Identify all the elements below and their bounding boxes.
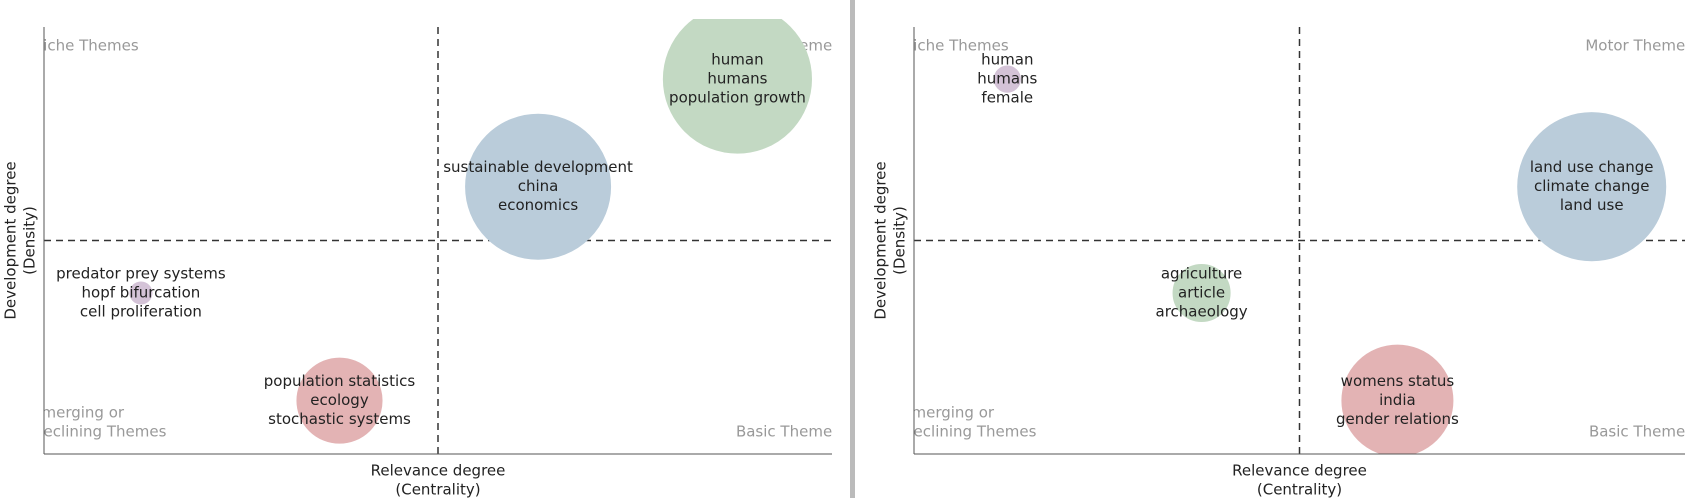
quadrant-label: Motor Themes	[1585, 37, 1693, 55]
bubble-label: female	[981, 89, 1033, 107]
bubble-label: humans	[707, 70, 767, 88]
quadrant-label: Emerging or	[902, 404, 995, 422]
quadrant-label: Niche Themes	[902, 37, 1009, 55]
bubble-label: economics	[498, 196, 578, 214]
quadrant-label: Niche Themes	[32, 37, 139, 55]
bubble-label: stochastic systems	[268, 410, 411, 428]
bubble-label: gender relations	[1336, 410, 1459, 428]
bubble-label: population growth	[669, 89, 806, 107]
bubble-label: article	[1178, 284, 1225, 302]
bubble-label: womens status	[1341, 372, 1455, 390]
x-axis-label: (Centrality)	[395, 481, 480, 498]
bubble	[1341, 344, 1454, 454]
bubble	[465, 113, 612, 260]
quadrant-label: Emerging or	[32, 404, 125, 422]
bubble-label: archaeology	[1156, 303, 1248, 321]
x-axis-label: (Centrality)	[1257, 481, 1342, 498]
bubble-label: human	[981, 51, 1033, 69]
bubble-label: sustainable development	[443, 158, 633, 176]
bubble-label: hopf bifurcation	[82, 284, 201, 302]
bubble-label: china	[518, 177, 559, 195]
bubble	[662, 19, 812, 154]
bubble-label: cell proliferation	[80, 303, 202, 321]
bubble-label: india	[1379, 391, 1416, 409]
y-axis-label: (Density)	[21, 206, 39, 275]
bubble-label: humans	[977, 70, 1037, 88]
bubble	[1172, 263, 1231, 323]
quadrant-label: Declining Themes	[32, 423, 167, 441]
y-axis-label: (Density)	[891, 206, 909, 275]
bubble-label: ecology	[310, 391, 369, 409]
quadrant-label: Basic Themes	[1589, 423, 1693, 441]
bubble-label: land use change	[1530, 158, 1654, 176]
quadrant-label: Basic Themes	[736, 423, 840, 441]
bubble-label: population statistics	[264, 372, 416, 390]
bubble	[1517, 112, 1667, 262]
x-axis-label: Relevance degree	[371, 462, 506, 480]
bubble-label: agriculture	[1161, 265, 1242, 283]
y-axis-label: Development degree	[872, 161, 890, 319]
plot-area: Niche Themes Motor Themes Emerging orDecli…	[902, 27, 1693, 454]
panel-divider	[850, 0, 855, 498]
bubble-label: land use	[1560, 196, 1624, 214]
bubble-label: predator prey systems	[56, 265, 226, 283]
bubble	[296, 357, 383, 444]
y-axis-label: Development degree	[2, 161, 20, 319]
bubble	[129, 281, 153, 305]
bubble-label: climate change	[1534, 177, 1649, 195]
quadrant-label: Declining Themes	[902, 423, 1037, 441]
bubble-label: human	[711, 51, 763, 69]
x-axis-label: Relevance degree	[1232, 462, 1367, 480]
bubble	[993, 65, 1021, 93]
